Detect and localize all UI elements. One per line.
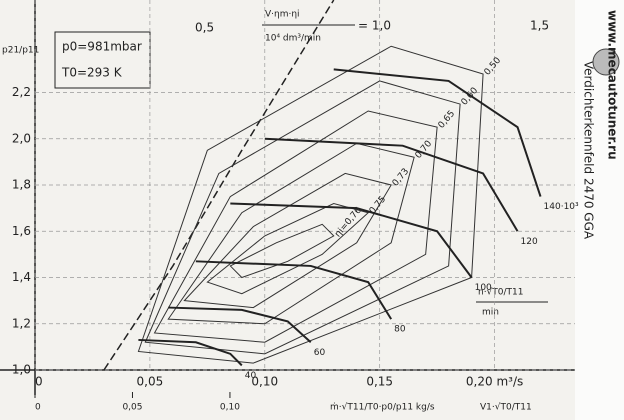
- y-tick-label: 1,6: [12, 224, 31, 238]
- efficiency-contour: [153, 110, 438, 343]
- efficiency-contour: [144, 80, 461, 355]
- x-tick-label: 0: [35, 375, 43, 389]
- x2-axis-label: ṁ·√T11/T0·p0/p11 kg/s: [330, 402, 435, 413]
- efficiency-contour: [167, 142, 415, 325]
- speed-label: 60: [314, 348, 326, 358]
- watermark: www.mecautotuner.ru: [606, 10, 620, 160]
- x2-tick-label: 0,05: [122, 403, 142, 413]
- speed-line: [264, 137, 519, 232]
- speed-label: 120: [521, 237, 538, 247]
- conditions-box: [54, 31, 151, 89]
- speed-label: 140·10³: [544, 202, 579, 212]
- x-tick-label: 0,05: [137, 375, 164, 389]
- chart-title: Verdichterkennfeld 2470 GGA: [582, 61, 596, 240]
- y-axis-label: p21/p11: [2, 46, 39, 56]
- flow-line-label: = 1,0: [358, 19, 391, 33]
- flow-label: V·ηm·ηi: [265, 10, 300, 20]
- speed-label: 40: [245, 371, 257, 381]
- speed-label: min: [482, 308, 499, 318]
- y-tick-label: 1,4: [12, 270, 31, 284]
- x2-tick-label: 0,10: [220, 403, 240, 413]
- speed-label: 80: [394, 325, 406, 335]
- flow-line-label: 0,5: [195, 21, 214, 35]
- condition: p0=981mbar: [62, 40, 142, 54]
- y-tick-label: 2,0: [12, 131, 31, 145]
- speed-line: [230, 202, 473, 279]
- y-tick-label: 1,2: [12, 316, 31, 330]
- efficiency-contour: [229, 223, 335, 279]
- y-tick-label: 2,2: [12, 85, 31, 99]
- x3-axis-label: V1·√T0/T11: [480, 402, 532, 413]
- speed-label: n·√T0/T11: [478, 287, 524, 298]
- surge-line: [103, 0, 335, 371]
- efficiency-contour: [137, 45, 484, 364]
- speed-line: [195, 260, 393, 320]
- speed-line: [168, 306, 312, 343]
- efficiency-contour: [183, 172, 392, 309]
- speed-line: [333, 68, 542, 197]
- flow-label: 10⁴ dm³/min: [265, 34, 321, 44]
- flow-line-label: 1,5: [530, 19, 549, 33]
- logo: [592, 48, 620, 76]
- x-tick-label: 0,10: [251, 375, 278, 389]
- x-tick-label: 0,15: [366, 375, 393, 389]
- condition: T0=293 K: [61, 66, 123, 80]
- efficiency-contour: [206, 202, 370, 295]
- speed-label: 100: [475, 283, 492, 293]
- x-tick-label: 0,20 m³/s: [466, 375, 523, 389]
- y-tick-label: 1,8: [12, 178, 31, 192]
- x2-tick-label: 0: [35, 403, 41, 413]
- y-tick-label: 1,0: [12, 363, 31, 377]
- speed-line: [138, 338, 243, 367]
